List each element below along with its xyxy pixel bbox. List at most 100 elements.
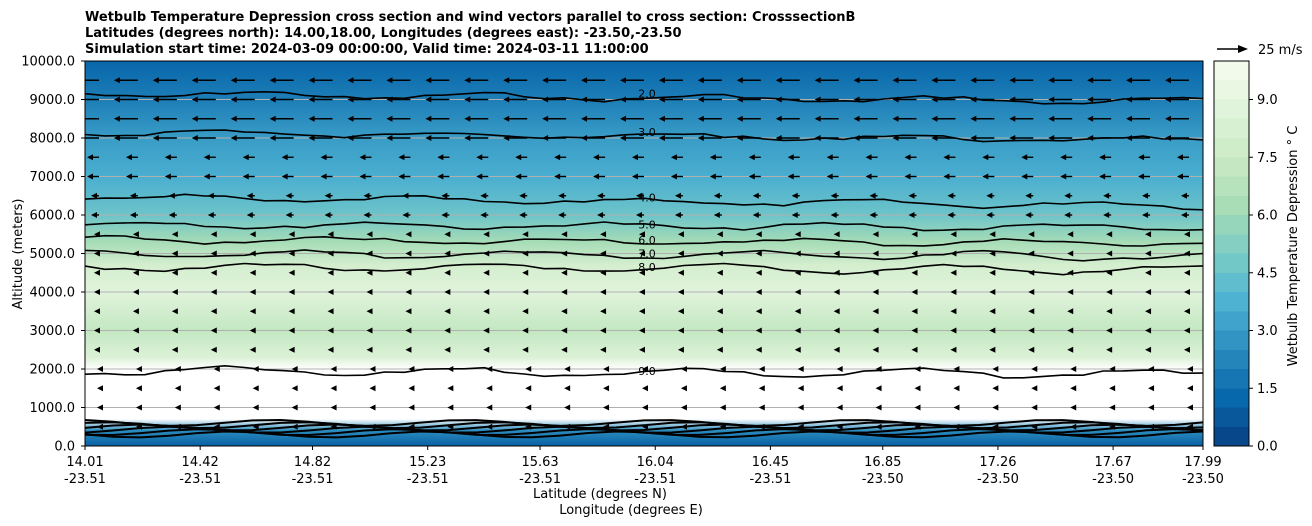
wind-vector-head <box>1145 327 1152 334</box>
wind-vector-head <box>1106 308 1113 315</box>
wind-vectors <box>85 77 1193 430</box>
wind-vector-head <box>953 423 960 430</box>
wind-vector-head <box>597 212 604 218</box>
wind-vector-head <box>503 96 510 103</box>
wind-vector-head <box>794 289 801 295</box>
wind-vector-head <box>1028 327 1035 334</box>
wind-vector-head <box>1106 289 1113 295</box>
wind-vector-head <box>561 289 568 295</box>
wind-vector-head <box>269 77 276 84</box>
wind-vector-head <box>982 154 989 161</box>
chart-title-line-2: Latitudes (degrees north): 14.00,18.00, … <box>85 26 682 41</box>
wind-vector-head <box>1028 308 1035 315</box>
wind-vector-head <box>875 385 882 392</box>
wind-vector-head <box>308 77 315 84</box>
wind-vector-head <box>1184 327 1190 334</box>
contour-lines <box>85 90 1203 439</box>
wind-vector-head <box>386 77 393 84</box>
wind-vector-head <box>330 385 337 392</box>
wind-vector-head <box>1165 96 1171 103</box>
wind-vector-head <box>515 173 522 180</box>
wind-vector-head <box>892 115 899 122</box>
wind-vector-head <box>486 385 493 392</box>
y-tick-label: 5000.0 <box>30 247 76 262</box>
wind-vector-head <box>677 346 684 353</box>
wind-vector-head <box>826 154 833 161</box>
wind-vector-head <box>600 269 607 276</box>
wind-vector-head <box>719 423 726 430</box>
wind-vector-head <box>1142 192 1149 199</box>
wind-vector-head <box>680 423 687 430</box>
wind-vector-head <box>525 366 532 372</box>
wind-vector-head <box>405 327 412 334</box>
wind-vector-head <box>561 269 568 276</box>
wind-vector-head <box>911 231 918 238</box>
wind-vector-head <box>677 308 684 315</box>
wind-vector-head <box>892 77 899 84</box>
wind-vector-head <box>642 404 648 411</box>
wind-vector-head <box>171 231 178 238</box>
wind-vector-head <box>522 231 529 238</box>
wind-vector-head <box>1064 192 1071 199</box>
wind-vector-head <box>1126 77 1133 84</box>
wind-vector-head <box>914 366 921 372</box>
wind-vector-head <box>252 404 259 411</box>
wind-vector-head <box>405 289 412 295</box>
wind-vector-head <box>1177 154 1183 161</box>
wind-vector-head <box>483 327 490 334</box>
wind-vector-head <box>943 173 950 180</box>
wind-vector-head <box>1184 250 1190 257</box>
wind-vector-head <box>748 173 755 180</box>
wind-vector-head <box>680 385 687 392</box>
wind-vector-head <box>787 173 794 180</box>
wind-vector-head <box>1028 289 1035 295</box>
wind-vector-head <box>327 269 334 276</box>
wind-vector-head <box>291 423 298 430</box>
wind-vector-head <box>719 366 726 372</box>
chart-title-line-3: Simulation start time: 2024-03-09 00:00:… <box>85 42 649 57</box>
wind-vector-head <box>347 135 354 141</box>
wind-vector-head <box>480 192 487 199</box>
wind-vector-head <box>791 192 798 199</box>
wind-vector-head <box>525 423 532 430</box>
wind-vector-head <box>658 115 665 122</box>
wind-vector-head <box>1177 173 1183 180</box>
wind-vector-head <box>269 115 276 122</box>
wind-vector-head <box>1070 404 1077 411</box>
wind-vector-head <box>405 231 412 238</box>
wind-vector-head <box>914 385 921 392</box>
wind-vector-head <box>213 366 220 372</box>
wind-vector-head <box>129 212 136 218</box>
x-tick-label-lon: -23.50 <box>977 472 1019 487</box>
wind-vector-head <box>483 231 490 238</box>
wind-vector-head <box>327 289 334 295</box>
wind-vector-head <box>1187 366 1193 372</box>
wind-vector-head <box>658 96 665 103</box>
x-tick-label-lat: 14.42 <box>182 455 219 470</box>
y-axis-label: Altitude (meters) <box>11 199 26 310</box>
y-tick-label: 9000.0 <box>30 93 76 108</box>
wind-vector-head <box>132 346 139 353</box>
wind-vector-head <box>308 135 315 141</box>
wind-vector-head <box>152 115 159 122</box>
wind-vector-head <box>639 289 645 295</box>
wind-vector-head <box>836 385 843 392</box>
wind-vector-head <box>814 77 821 84</box>
wind-vector-head <box>758 385 765 392</box>
wind-vector-head <box>914 423 921 430</box>
wind-vector-head <box>252 385 259 392</box>
wind-vector-head <box>581 96 588 103</box>
x-tick-label-lon: -23.51 <box>407 472 449 487</box>
wind-vector-head <box>833 308 840 315</box>
wind-vector-head <box>437 173 444 180</box>
wind-vector-head <box>87 154 93 161</box>
wind-vector-head <box>674 192 681 199</box>
wind-vector-head <box>97 366 103 372</box>
wind-vector-head <box>246 192 253 199</box>
wind-vector-head <box>1031 366 1038 372</box>
wind-vector-head <box>674 212 681 218</box>
wind-vector-head <box>603 404 610 411</box>
wind-vector-head <box>775 77 782 84</box>
wind-vector-head <box>986 192 993 199</box>
wind-vector-head <box>639 308 645 315</box>
